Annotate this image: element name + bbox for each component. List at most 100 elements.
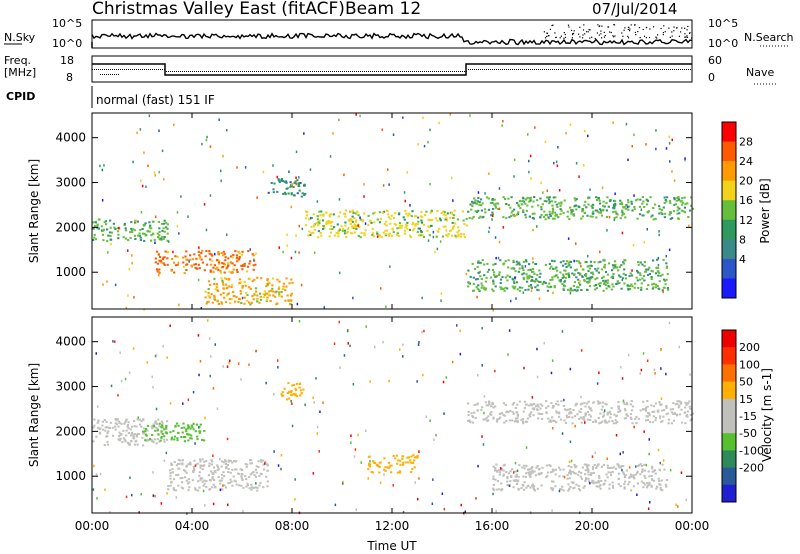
echo-cell xyxy=(492,263,495,266)
echo-cell xyxy=(182,261,185,264)
echo-cell xyxy=(230,298,233,301)
echo-cell xyxy=(140,425,143,428)
echo-cell xyxy=(551,468,554,471)
echo-speckle xyxy=(635,465,637,468)
echo-cell xyxy=(114,425,117,428)
echo-cell xyxy=(333,226,336,229)
nave-point xyxy=(436,71,437,72)
echo-cell xyxy=(388,234,391,237)
echo-cell xyxy=(517,211,520,214)
echo-cell xyxy=(359,218,362,221)
echo-cell xyxy=(124,421,127,424)
echo-cell xyxy=(506,287,509,290)
echo-cell xyxy=(241,469,244,471)
echo-cell xyxy=(177,467,180,470)
echo-cell xyxy=(649,196,652,199)
echo-speckle xyxy=(615,434,618,437)
echo-speckle xyxy=(255,252,257,255)
echo-cell xyxy=(133,234,136,237)
echo-cell xyxy=(224,259,227,262)
echo-cell xyxy=(298,383,301,386)
echo-cell xyxy=(606,273,610,276)
echo-cell xyxy=(255,465,258,468)
echo-cell xyxy=(449,230,452,233)
echo-cell xyxy=(652,207,655,209)
echo-cell xyxy=(189,437,192,440)
echo-speckle xyxy=(645,463,648,467)
nave-label: Nave xyxy=(746,66,774,79)
echo-speckle xyxy=(429,419,431,422)
echo-cell xyxy=(395,454,398,457)
echo-cell xyxy=(573,273,576,276)
echo-cell xyxy=(588,267,591,270)
echo-cell xyxy=(475,286,478,289)
echo-cell xyxy=(156,428,159,430)
echo-speckle xyxy=(140,179,142,183)
echo-cell xyxy=(419,234,422,237)
echo-cell xyxy=(574,269,577,272)
echo-cell xyxy=(577,260,580,263)
echo-cell xyxy=(467,402,470,405)
echo-cell xyxy=(128,443,131,446)
echo-speckle xyxy=(648,438,650,441)
echo-cell xyxy=(271,287,274,290)
echo-speckle xyxy=(513,471,515,474)
echo-speckle xyxy=(350,434,352,437)
echo-cell xyxy=(584,480,587,482)
echo-cell xyxy=(142,223,145,226)
echo-cell xyxy=(555,410,558,413)
echo-cell xyxy=(600,465,603,468)
echo-cell xyxy=(545,400,548,403)
echo-speckle xyxy=(295,182,297,186)
echo-speckle xyxy=(226,437,229,441)
echo-cell xyxy=(523,400,527,403)
echo-cell xyxy=(246,463,249,466)
echo-speckle xyxy=(409,204,411,207)
nave-point xyxy=(560,69,561,70)
noise-search-point xyxy=(544,37,547,39)
echo-cell xyxy=(409,459,412,462)
echo-cell xyxy=(158,259,161,262)
echo-cell xyxy=(355,211,358,214)
echo-cell xyxy=(252,471,255,473)
nave-point xyxy=(188,71,189,72)
echo-speckle xyxy=(633,425,635,429)
echo-cell xyxy=(487,419,490,422)
echo-cell xyxy=(505,471,508,473)
echo-cell xyxy=(501,412,504,415)
echo-cell xyxy=(474,199,477,202)
echo-cell xyxy=(519,207,522,210)
echo-cell xyxy=(524,420,527,423)
nave-point xyxy=(286,71,287,72)
velocity-scatter xyxy=(92,319,694,515)
colorbar-tick-label: 50 xyxy=(739,376,753,389)
echo-cell xyxy=(186,433,189,435)
echo-cell xyxy=(169,431,172,434)
echo-cell xyxy=(646,400,649,402)
echo-cell xyxy=(188,486,191,489)
echo-cell xyxy=(233,459,236,462)
echo-cell xyxy=(634,473,637,476)
echo-cell xyxy=(548,198,551,201)
echo-cell xyxy=(662,258,665,261)
echo-cell xyxy=(608,483,611,486)
echo-cell xyxy=(499,286,502,289)
echo-speckle xyxy=(141,184,144,188)
nave-point xyxy=(306,71,307,72)
echo-speckle xyxy=(101,199,104,202)
echo-cell xyxy=(500,482,503,485)
echo-cell xyxy=(322,214,325,217)
echo-cell xyxy=(477,261,480,264)
echo-speckle xyxy=(125,306,128,310)
echo-cell xyxy=(492,465,495,468)
echo-cell xyxy=(636,482,639,485)
echo-cell xyxy=(610,288,613,291)
echo-cell xyxy=(637,271,640,274)
echo-cell xyxy=(548,282,551,285)
echo-cell xyxy=(598,211,601,214)
echo-cell xyxy=(282,192,285,195)
noise-search-point xyxy=(567,24,570,26)
echo-cell xyxy=(614,202,617,205)
nave-point xyxy=(474,69,475,70)
echo-cell xyxy=(382,210,386,213)
